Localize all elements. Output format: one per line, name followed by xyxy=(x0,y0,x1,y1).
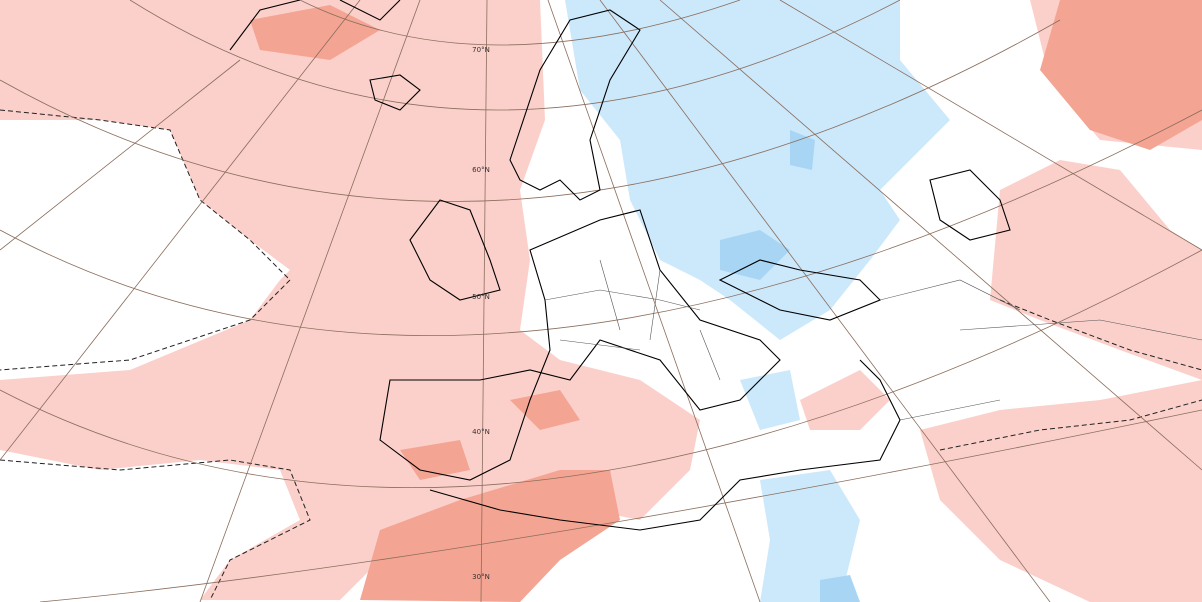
latitude-label: 50°N xyxy=(472,293,490,301)
contour xyxy=(0,109,1202,601)
latitude-labels: 70°N 60°N 50°N 40°N 30°N xyxy=(472,46,490,581)
coastline xyxy=(229,0,1202,531)
cold-anomaly xyxy=(565,0,950,602)
latitude-label: 40°N xyxy=(472,428,490,436)
latitude-label: 70°N xyxy=(472,46,490,54)
latitude-label: 30°N xyxy=(472,573,490,581)
latitude-label: 60°N xyxy=(472,166,490,174)
